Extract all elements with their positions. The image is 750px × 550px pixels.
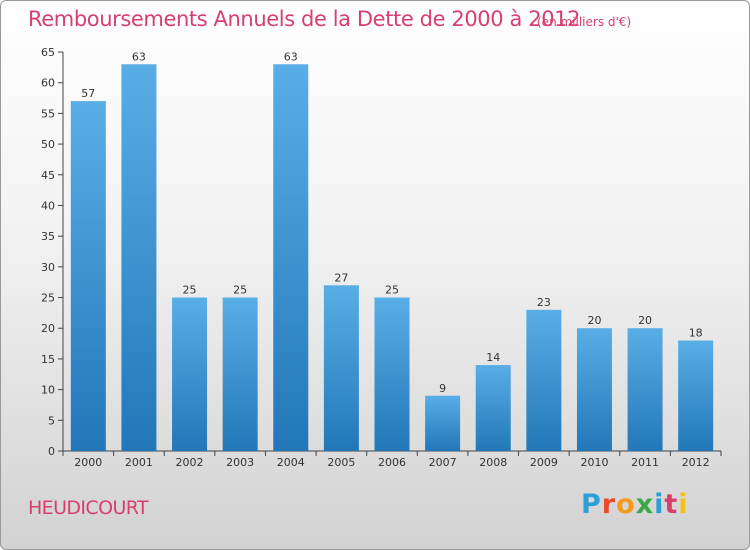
data-label: 23 [537,296,551,309]
x-tick-label: 2006 [378,456,406,469]
bar [323,285,359,451]
chart-subtitle: (en milliers d'€) [537,15,632,29]
data-label: 57 [81,87,95,100]
logo-letter: i [678,489,689,520]
proxiti-logo: Proxiti [581,489,689,520]
data-label: 25 [385,284,399,297]
y-tick-label: 0 [48,445,55,458]
x-tick-label: 2009 [530,456,558,469]
bar [222,297,258,451]
x-tick-label: 2005 [327,456,355,469]
y-tick-label: 60 [41,77,55,90]
chart-title: Remboursements Annuels de la Dette de 20… [28,7,581,31]
y-tick-label: 40 [41,199,55,212]
x-tick-label: 2003 [226,456,254,469]
bar [475,365,511,451]
y-tick-label: 45 [41,169,55,182]
data-label: 9 [439,382,446,395]
bar [425,395,461,451]
bar [121,64,157,452]
data-label: 18 [689,327,703,340]
x-tick-label: 2004 [277,456,305,469]
x-tick-label: 2007 [429,456,457,469]
bar [273,64,309,452]
y-tick-label: 50 [41,138,55,151]
bar [627,328,663,451]
x-tick-label: 2012 [682,456,710,469]
bars [70,64,714,452]
y-tick-label: 20 [41,322,55,335]
bar [172,297,208,451]
data-label: 20 [587,314,601,327]
x-tick-label: 2001 [125,456,153,469]
logo-letter: o [616,489,636,520]
data-label: 63 [284,50,298,63]
x-tick-label: 2008 [479,456,507,469]
labels: 2000 57 2001 63 2002 25 2003 25 2004 63 2005 27 2006… [74,50,709,469]
data-label: 63 [132,50,146,63]
y-tick-label: 55 [41,107,55,120]
place-name: HEUDICOURT [28,497,149,519]
bar [526,309,562,451]
y-tick-label: 10 [41,384,55,397]
data-label: 25 [183,284,197,297]
data-label: 14 [486,351,500,364]
bar [576,328,612,451]
logo-letter: r [601,489,617,520]
y-tick-label: 5 [48,414,55,427]
bar [374,297,410,451]
y-tick-label: 30 [41,261,55,274]
x-tick-label: 2002 [176,456,204,469]
logo-letter: P [581,489,602,520]
bar [678,340,714,451]
x-tick-label: 2000 [74,456,102,469]
data-label: 27 [334,271,348,284]
logo-letter: x [635,489,655,520]
data-label: 25 [233,284,247,297]
bar [70,101,106,451]
y-tick-label: 25 [41,292,55,305]
y-tick-label: 35 [41,230,55,243]
x-tick-label: 2010 [580,456,608,469]
logo-letter: t [664,489,679,520]
y-tick-label: 15 [41,353,55,366]
data-label: 20 [638,314,652,327]
y-tick-label: 65 [41,46,55,59]
axes: 0 5 10 15 20 25 30 35 40 45 50 55 60 65 [41,46,722,458]
x-tick-label: 2011 [631,456,659,469]
logo-letter: i [654,489,665,520]
